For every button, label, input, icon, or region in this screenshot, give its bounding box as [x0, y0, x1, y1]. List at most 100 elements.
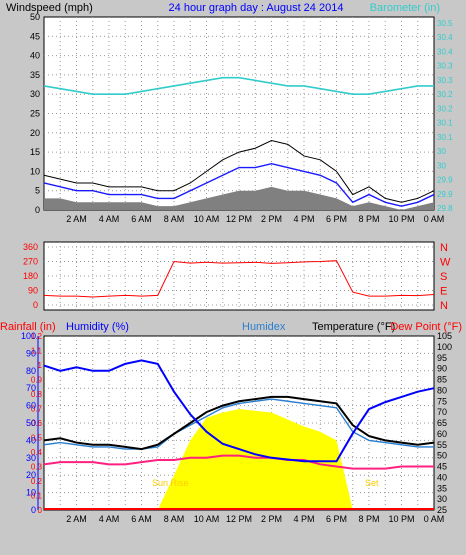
- humidex-line: [43, 398, 434, 450]
- direction-y-tick: 0: [33, 300, 38, 310]
- x-tick-label: 2 PM: [261, 214, 282, 224]
- humidity-y-tick: 20: [26, 470, 36, 480]
- rainfall-y-tick: 0.1: [31, 492, 43, 501]
- rainfall-y-tick: 1.1: [31, 347, 43, 356]
- barometer-y-tick: 30.5: [437, 19, 453, 28]
- x-tick-label: 8 PM: [358, 514, 379, 524]
- temperature-y-tick: 65: [437, 418, 447, 428]
- x-tick-label: 2 PM: [261, 514, 282, 524]
- wind-gust-line: [43, 139, 435, 203]
- x-tick-label: 12 PM: [226, 514, 252, 524]
- temperature-y-tick: 105: [437, 331, 452, 341]
- solar-radiation-area: [157, 409, 353, 510]
- dewpoint-line: [43, 454, 434, 470]
- direction-panel: [43, 241, 435, 311]
- sunset-label: Set: [365, 478, 379, 488]
- temperature-line: [43, 395, 435, 451]
- direction-y-tick: 360: [23, 242, 38, 252]
- wind-y-tick: 5: [35, 186, 40, 196]
- direction-y-tick: 270: [23, 257, 38, 267]
- barometer-y-tick: 30: [437, 161, 446, 170]
- rainfall-y-tick: 1: [38, 361, 43, 370]
- x-tick-label: 6 AM: [131, 214, 152, 224]
- temperature-y-tick: 45: [437, 462, 447, 472]
- compass-label: E: [440, 286, 447, 298]
- compass-label: N: [440, 300, 448, 312]
- humidity-y-tick: 10: [26, 488, 36, 498]
- humidity-y-tick: 60: [26, 401, 36, 411]
- temperature-y-tick: 50: [437, 451, 447, 461]
- rainfall-y-tick: 1.2: [31, 332, 43, 341]
- x-tick-label: 8 AM: [164, 514, 185, 524]
- barometer-y-ticks: 29.8 29.9 29.9 30 30 30.1 30.1 30.2 30.2 30.3 30.3…: [437, 19, 453, 213]
- rainfall-y-tick: 0.3: [31, 463, 43, 472]
- temperature-axis-label: Temperature (°F): [312, 321, 395, 333]
- x-tick-label: 6 PM: [326, 514, 347, 524]
- x-tick-label: 4 PM: [293, 214, 314, 224]
- windspeed-axis-label: Windspeed (mph): [6, 2, 93, 14]
- x-tick-label: 0 AM: [424, 514, 445, 524]
- humidex-label: Humidex: [242, 321, 286, 333]
- wind-x-ticks: 2 AM 4 AM 6 AM 8 AM 10 AM 12 PM 2 PM 4 PM 6 PM 8 …: [66, 214, 444, 224]
- wind-y-tick: 0: [35, 205, 40, 215]
- wind-y-tick: 45: [30, 31, 40, 41]
- barometer-y-tick: 29.9: [437, 176, 453, 185]
- x-tick-label: 12 PM: [226, 214, 252, 224]
- rainfall-y-tick: 0.4: [31, 448, 43, 457]
- wind-y-tick: 25: [30, 109, 40, 119]
- barometer-y-tick: 29.8: [437, 204, 453, 213]
- rainfall-y-tick: 0.2: [31, 477, 43, 486]
- x-tick-label: 10 AM: [194, 514, 220, 524]
- humidity-y-tick: 100: [21, 331, 36, 341]
- humidity-y-tick: 50: [26, 418, 36, 428]
- wind-y-ticks: 0 5 10 15 20 25 30 35 40 45 50: [30, 12, 40, 215]
- wind-y-tick: 15: [30, 147, 40, 157]
- wind-y-tick: 20: [30, 128, 40, 138]
- temperature-y-tick: 75: [437, 396, 447, 406]
- humidity-y-tick: 80: [26, 366, 36, 376]
- x-tick-label: 2 AM: [66, 214, 87, 224]
- compass-label: N: [440, 242, 448, 254]
- temperature-x-ticks: 2 AM 4 AM 6 AM 8 AM 10 AM 12 PM 2 PM 4 PM 6 PM 8 …: [66, 514, 444, 524]
- x-tick-label: 4 PM: [293, 514, 314, 524]
- humidity-line: [43, 359, 435, 463]
- sunrise-label: Sun Rise: [152, 478, 189, 488]
- temperature-y-tick: 95: [437, 353, 447, 363]
- direction-y-tick: 180: [23, 271, 38, 281]
- x-tick-label: 8 PM: [358, 214, 379, 224]
- humidity-y-tick: 90: [26, 348, 36, 358]
- rainfall-y-ticks: 0 0.1 0.2 0.3 0.4 0.5 0.6 0.7 0.8 0.9 1 1.1 1.2: [31, 332, 43, 515]
- temperature-y-tick: 80: [437, 385, 447, 395]
- temperature-y-tick: 25: [437, 505, 447, 515]
- wind-average-line: [43, 162, 435, 207]
- direction-y-tick: 90: [28, 286, 38, 296]
- temperature-y-tick: 30: [437, 494, 447, 504]
- temperature-y-tick: 35: [437, 483, 447, 493]
- barometer-y-tick: 30.2: [437, 104, 453, 113]
- wind-y-tick: 40: [30, 51, 40, 61]
- barometer-y-tick: 29.9: [437, 190, 453, 199]
- x-tick-label: 10 PM: [388, 214, 414, 224]
- wind-panel-grid: [44, 17, 434, 210]
- wind-y-tick: 50: [30, 12, 40, 22]
- wind-y-tick: 35: [30, 70, 40, 80]
- humidity-y-ticks: 0 10 20 30 40 50 60 70 80 90 100: [21, 331, 36, 515]
- x-tick-label: 10 PM: [388, 514, 414, 524]
- x-tick-label: 10 AM: [194, 214, 220, 224]
- temperature-y-tick: 85: [437, 375, 447, 385]
- rainfall-axis-label: Rainfall (in): [0, 321, 56, 333]
- chart-title: 24 hour graph day : August 24 2014: [169, 2, 344, 14]
- barometer-y-tick: 30.1: [437, 133, 453, 142]
- dewpoint-axis-label: Dew Point (°F): [390, 321, 462, 333]
- temperature-y-tick: 70: [437, 407, 447, 417]
- wind-y-tick: 30: [30, 89, 40, 99]
- barometer-line: [43, 76, 434, 95]
- rainfall-y-tick: 0.8: [31, 390, 43, 399]
- x-tick-label: 0 AM: [424, 214, 445, 224]
- wind-lull-area: [44, 186, 434, 210]
- x-tick-label: 8 AM: [164, 214, 185, 224]
- barometer-y-tick: 30.4: [437, 33, 453, 42]
- direction-y-ticks: 0 90 180 270 360: [23, 242, 38, 310]
